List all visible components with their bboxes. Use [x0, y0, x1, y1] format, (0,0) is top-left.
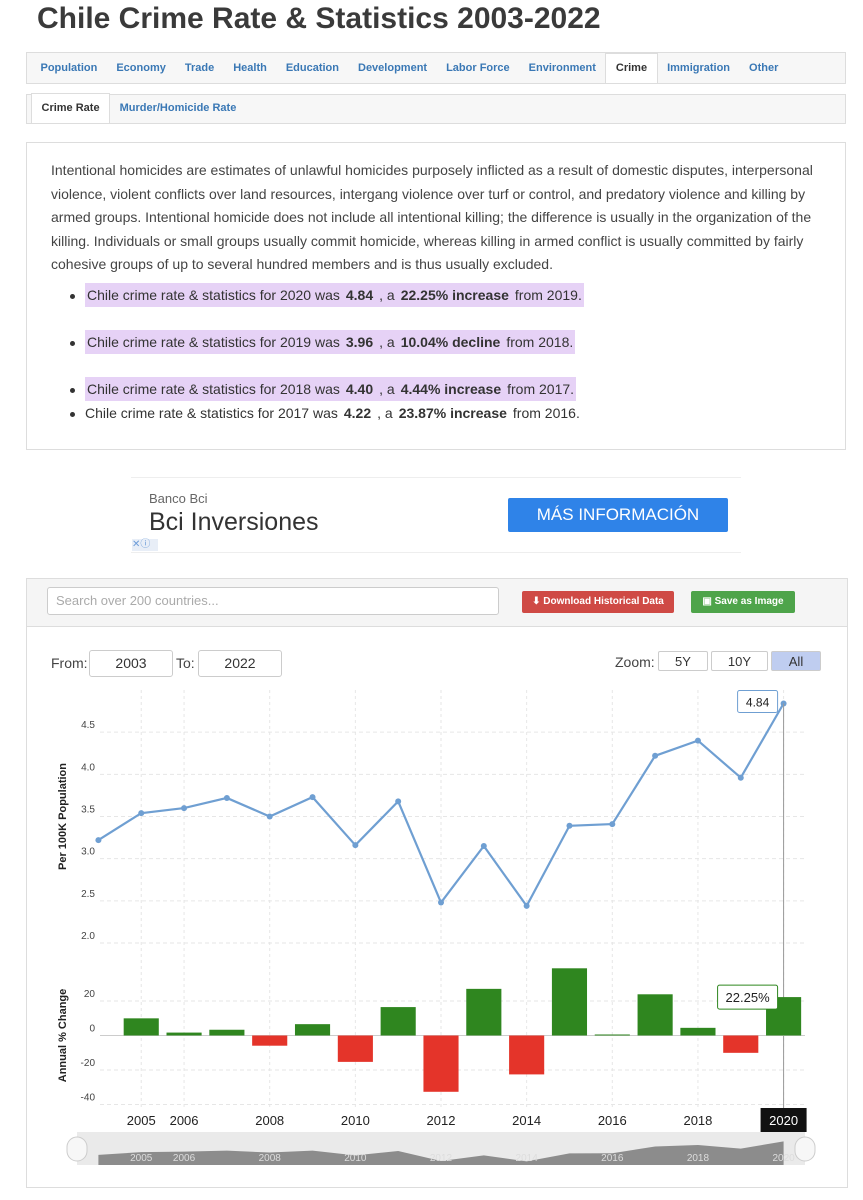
bullet-prefix: Chile crime rate & statistics for 2017 w… [85, 405, 338, 421]
tab[interactable]: Labor Force [446, 62, 510, 74]
bullet-sep: , a [377, 405, 393, 421]
save-label: Save as Image [714, 596, 784, 607]
tab[interactable]: Population [40, 62, 98, 74]
bullet-suffix: from 2017. [507, 381, 575, 397]
tab[interactable]: Immigration [667, 62, 731, 74]
to-label: To: [176, 655, 195, 671]
bullet-value: 4.40 [345, 381, 374, 397]
ad[interactable]: Banco Bci Bci Inversiones MÁS INFORMACIÓ… [131, 477, 741, 553]
bullet-prefix: Chile crime rate & statistics for 2019 w… [87, 334, 340, 350]
bullet-sep: , a [379, 287, 395, 303]
to-input[interactable]: 2022 [198, 650, 282, 677]
bullet: Chile crime rate & statistics for 2018 w… [69, 377, 577, 401]
bullet-text: Chile crime rate & statistics for 2020 w… [85, 283, 584, 307]
bullet-suffix: from 2018. [506, 334, 574, 350]
bullet: Chile crime rate & statistics for 2020 w… [70, 283, 584, 307]
from-input[interactable]: 2003 [89, 650, 173, 677]
tab[interactable]: Health [233, 62, 267, 74]
ad-advertiser: Banco Bci [149, 491, 208, 506]
bullet-value: 4.22 [343, 405, 372, 421]
bullet-prefix: Chile crime rate & statistics for 2020 w… [87, 287, 340, 303]
bullet-value: 3.96 [345, 334, 374, 350]
tab[interactable]: Trade [184, 62, 215, 74]
bullet-change: 10.04% decline [400, 334, 501, 350]
bullet-change: 23.87% increase [398, 405, 507, 421]
bullet-text: Chile crime rate & statistics for 2018 w… [85, 377, 577, 401]
ad-headline: Bci Inversiones [149, 508, 319, 536]
tab[interactable]: Education [285, 62, 339, 74]
description: Intentional homicides are estimates of u… [51, 162, 813, 272]
zoom-label: Zoom: [615, 654, 655, 670]
bullet: Chile crime rate & statistics for 2017 w… [70, 405, 580, 421]
ad-button[interactable]: MÁS INFORMACIÓN [508, 498, 728, 532]
tab-bar: Population Economy Trade Health Education Dev… [26, 52, 846, 84]
save-image-button[interactable]: ▣ Save as Image [691, 591, 795, 613]
bullet-text: Chile crime rate & statistics for 2017 w… [85, 405, 580, 421]
tab[interactable]: Economy [116, 62, 166, 74]
page-title: Chile Crime Rate & Statistics 2003-2022 [37, 2, 601, 35]
tab[interactable]: Other [749, 62, 779, 74]
zoom-button[interactable]: All [771, 651, 821, 671]
download-button[interactable]: ⬇ Download Historical Data [522, 591, 674, 613]
from-label: From: [51, 655, 88, 671]
bullet-suffix: from 2016. [512, 405, 580, 421]
description-box: Intentional homicides are estimates of u… [26, 142, 846, 450]
subtab-bar: Crime Rate Murder/Homicide Rate [26, 93, 846, 124]
tab[interactable]: Environment [528, 62, 596, 74]
bullet-sep: , a [379, 334, 395, 350]
tab[interactable]: Development [358, 62, 428, 74]
bullet-sep: , a [379, 381, 395, 397]
bullet-text: Chile crime rate & statistics for 2019 w… [85, 330, 576, 354]
search-input[interactable]: Search over 200 countries... [47, 587, 499, 615]
bullet: Chile crime rate & statistics for 2019 w… [69, 330, 576, 354]
bullet-suffix: from 2019. [514, 287, 582, 303]
subtab[interactable]: Murder/Homicide Rate [119, 102, 237, 114]
bullet-prefix: Chile crime rate & statistics for 2018 w… [87, 381, 340, 397]
zoom-button[interactable]: 5Y [658, 651, 708, 671]
bullet-change: 4.44% increase [400, 381, 502, 397]
zoom-button[interactable]: 10Y [711, 651, 768, 671]
ad-choices[interactable]: ✕ⓘ [132, 539, 158, 551]
download-label: Download Historical Data [543, 596, 664, 607]
bullet-change: 22.25% increase [400, 287, 509, 303]
tab[interactable]: Crime [605, 53, 658, 83]
bullet-value: 4.84 [345, 287, 374, 303]
subtab[interactable]: Crime Rate [31, 93, 111, 123]
